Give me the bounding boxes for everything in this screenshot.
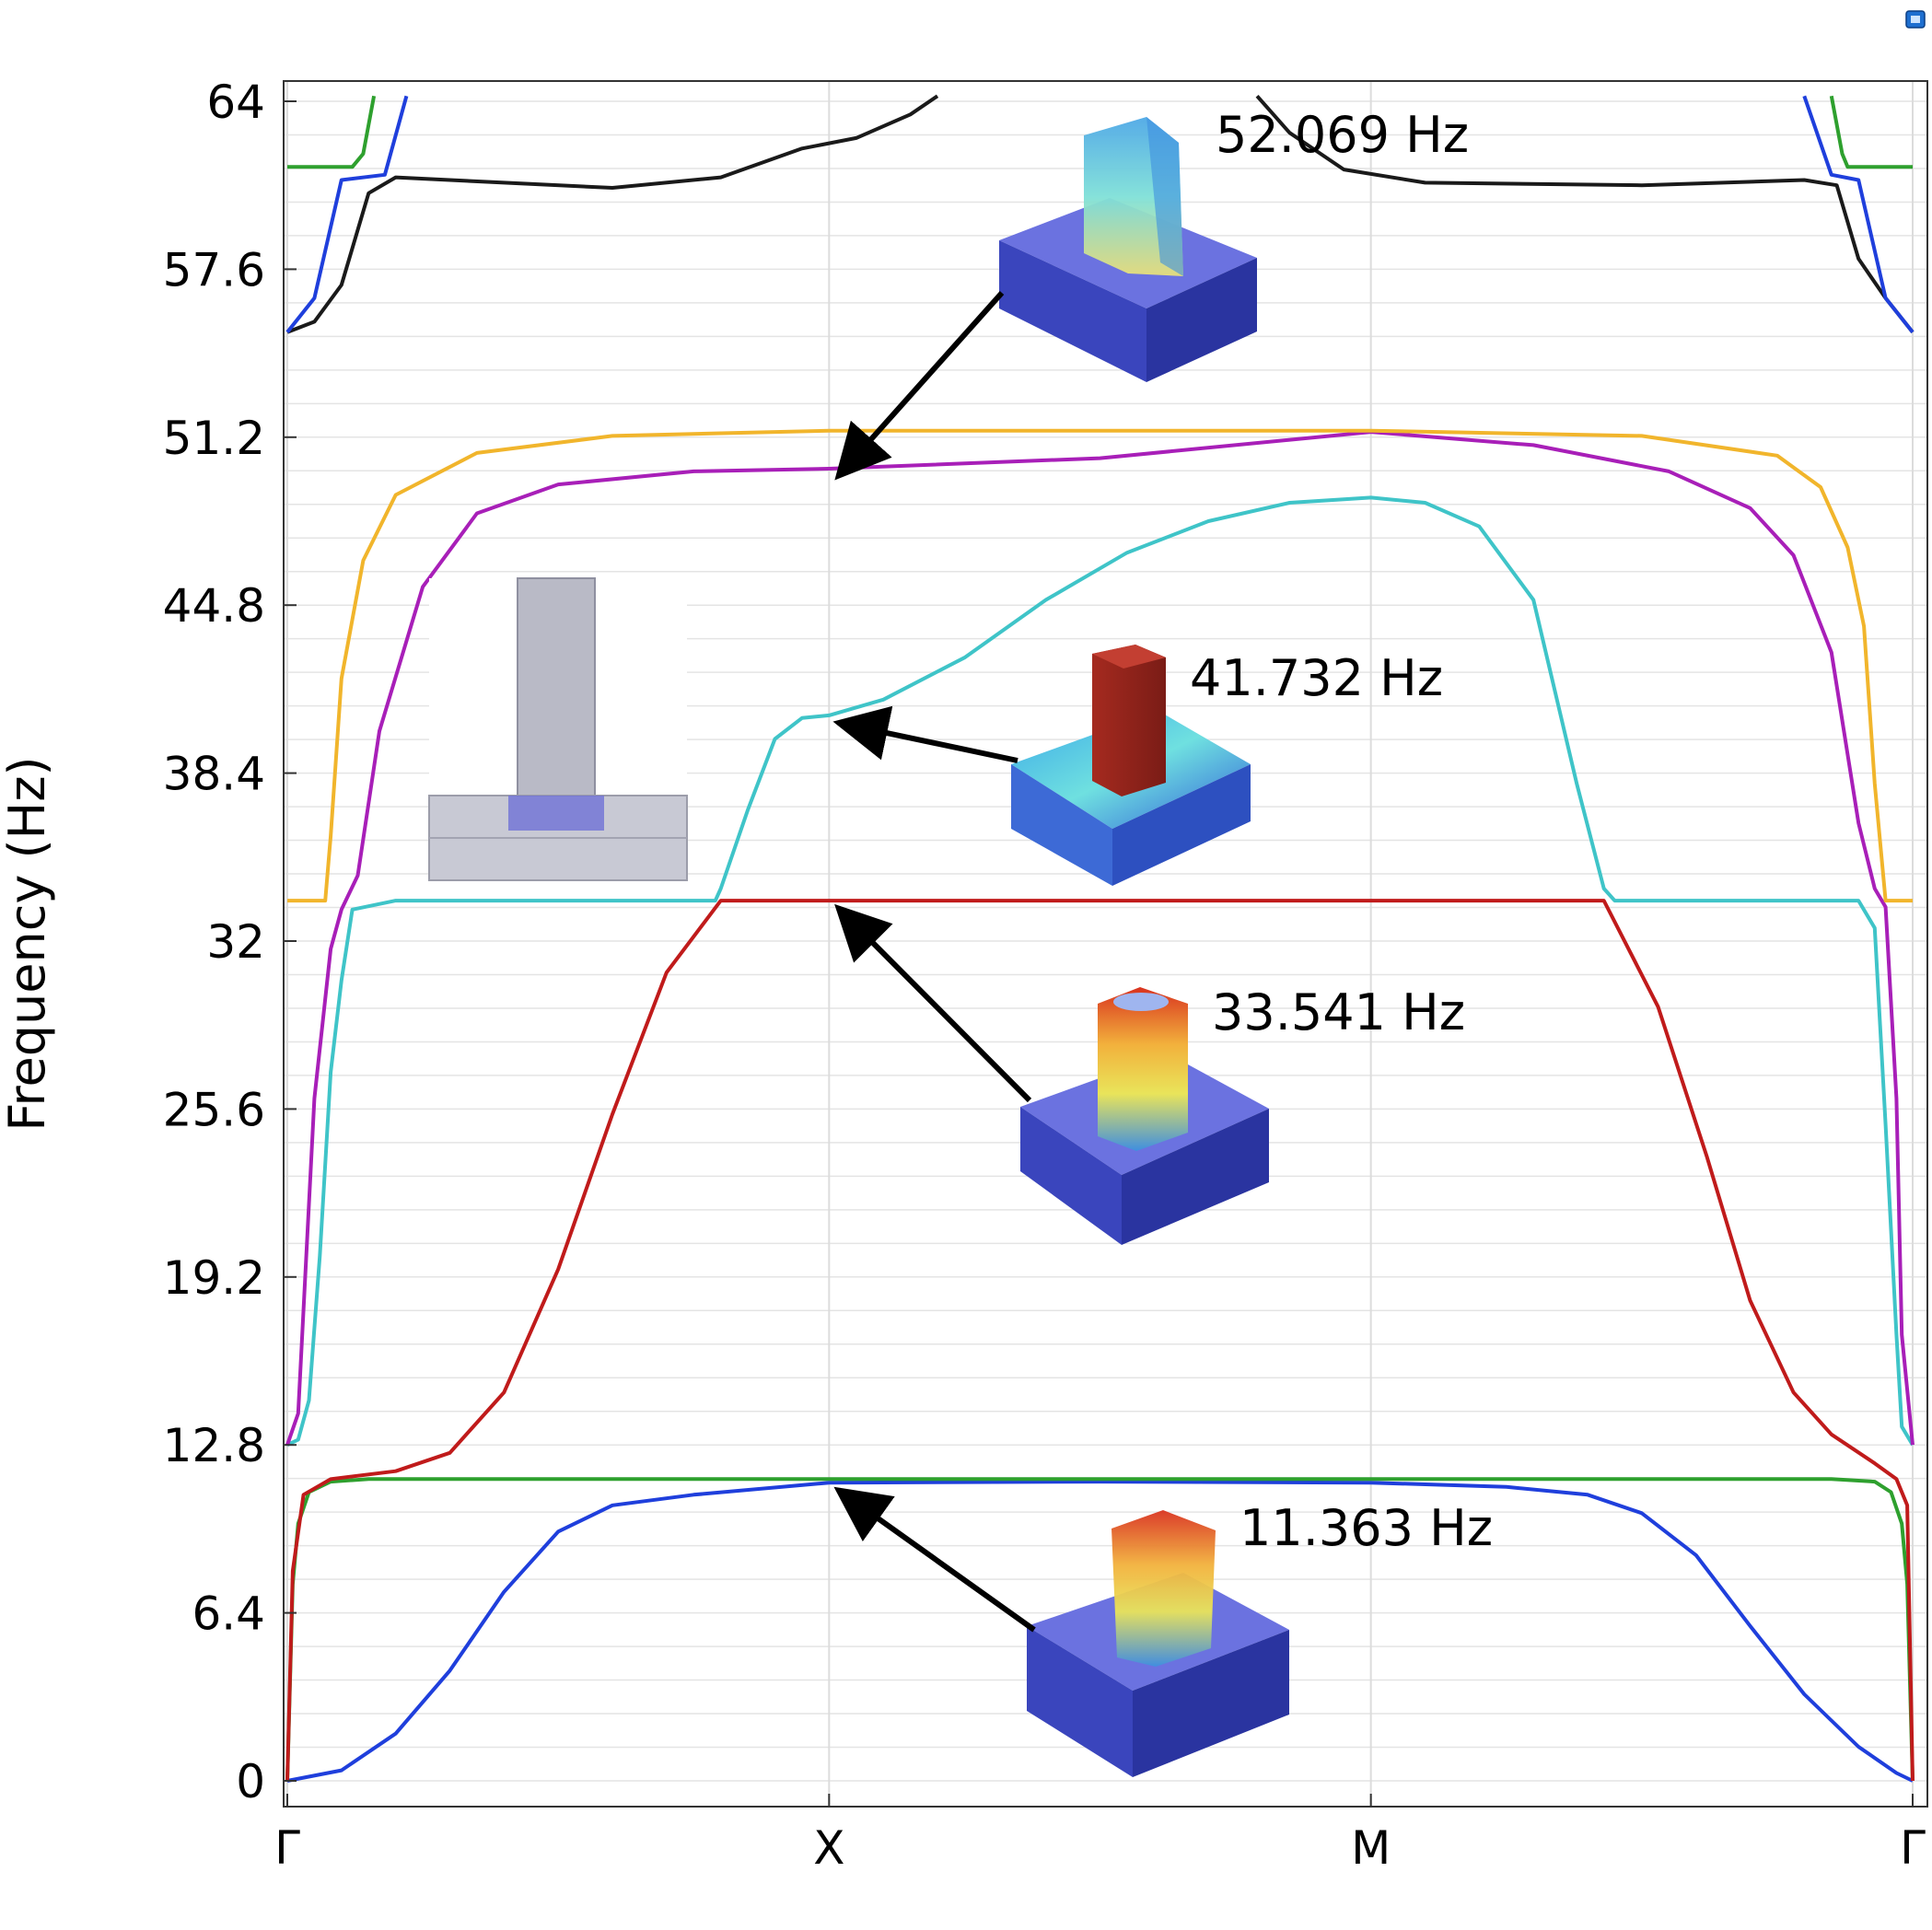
series-line-9 (1802, 95, 1915, 334)
x-tick-label: Γ (274, 1821, 300, 1875)
series-line-11 (1829, 95, 1913, 169)
plot-frame (283, 80, 1928, 1808)
y-tick-label: 0 (236, 1755, 265, 1808)
y-tick-label: 44.8 (163, 579, 265, 633)
annotation-arrow (832, 705, 1018, 763)
series-line-2 (285, 899, 1915, 1782)
y-tick-label: 32 (206, 915, 265, 969)
y-tick-label: 64 (206, 76, 265, 129)
annotation-label: 33.541 Hz (1212, 983, 1465, 1041)
y-axis: 0 6.4 12.8 19.2 25.6 32 38.4 44.8 51.2 57.6 64 (163, 76, 297, 1808)
annotation-label: 41.732 Hz (1190, 649, 1443, 707)
mode-shape-33-icon (1020, 987, 1269, 1245)
annotation-arrow (834, 291, 1005, 481)
y-tick-label: 6.4 (192, 1587, 265, 1641)
mode-shape-41-icon (1011, 645, 1251, 886)
y-tick-label: 51.2 (163, 412, 265, 465)
grid (284, 81, 1927, 1807)
mode-shape-11-icon (1027, 1510, 1289, 1777)
annotation-arrow (833, 1486, 1036, 1633)
annotations: 52.069 Hz 41.732 Hz 33.541 Hz 11.363 Hz (832, 106, 1493, 1633)
y-tick-label: 12.8 (163, 1419, 265, 1472)
series-line-4 (285, 430, 1915, 1446)
y-tick-label: 57.6 (163, 243, 265, 296)
series-line-8 (285, 95, 409, 334)
window-restore-icon[interactable] (1905, 10, 1926, 29)
y-tick-label: 25.6 (163, 1083, 265, 1136)
y-axis-label: Frequency (Hz) (0, 756, 56, 1131)
series-line-6 (286, 94, 939, 334)
x-tick-label: X (813, 1821, 844, 1875)
annotation-label: 11.363 Hz (1240, 1499, 1493, 1557)
x-tick-label: Γ (1900, 1821, 1926, 1875)
annotation-arrow (834, 903, 1032, 1103)
series-lines (285, 94, 1915, 1783)
series-line-10 (287, 95, 377, 169)
y-tick-label: 19.2 (163, 1251, 265, 1305)
series-line-0 (286, 1480, 1914, 1783)
x-tick-label: M (1351, 1821, 1391, 1875)
y-tick-label: 38.4 (163, 748, 265, 801)
annotation-label: 52.069 Hz (1216, 106, 1469, 164)
mode-shape-52-icon (999, 117, 1257, 382)
series-line-7 (1255, 94, 1915, 334)
series-line-3 (286, 495, 1915, 1448)
series-line-5 (287, 428, 1913, 903)
unit-cell-geometry (428, 577, 688, 882)
